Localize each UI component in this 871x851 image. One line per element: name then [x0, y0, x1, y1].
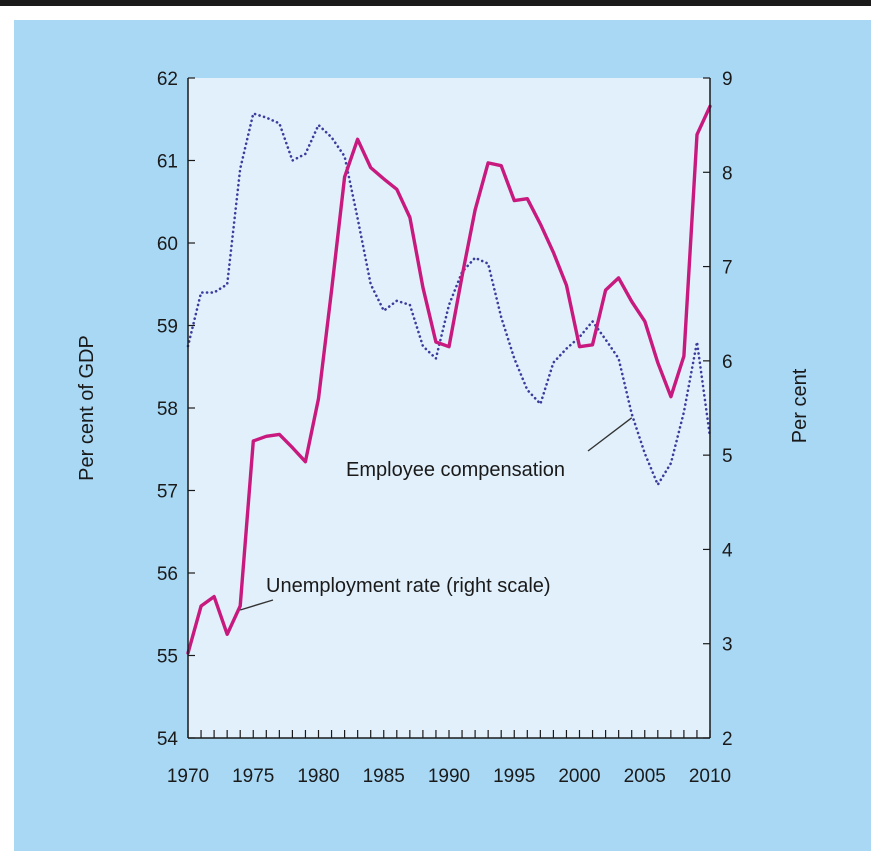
annotation-pointer — [587, 417, 633, 452]
axes — [187, 78, 711, 739]
x-tick-label: 2005 — [624, 766, 666, 787]
y-tick-label: 58 — [157, 399, 178, 420]
y2-tick-label: 9 — [722, 69, 733, 90]
annotation-unemployment-rate: Unemployment rate (right scale) — [266, 575, 551, 597]
x-tick-label: 2010 — [689, 766, 731, 787]
y2-tick-label: 2 — [722, 729, 733, 750]
x-tick-label: 1985 — [363, 766, 405, 787]
top-rule — [0, 0, 871, 6]
y-tick-label: 57 — [157, 482, 178, 503]
x-axis-ticks — [187, 730, 711, 738]
left-axis-labels: 54 55 56 57 58 59 60 61 62 — [157, 69, 195, 750]
annotation-pointer — [239, 599, 274, 611]
y-tick-label: 59 — [157, 317, 178, 338]
y-tick-label: 55 — [157, 647, 178, 668]
x-tick-label: 1975 — [232, 766, 274, 787]
x-tick-label: 1990 — [428, 766, 470, 787]
series-layer — [186, 104, 712, 655]
plot-area — [188, 78, 710, 738]
x-tick-label: 1980 — [297, 766, 339, 787]
y2-tick-label: 8 — [722, 163, 733, 184]
y2-tick-label: 5 — [722, 446, 733, 467]
left-axis-title: Per cent of GDP — [76, 335, 98, 481]
right-axis-labels: 2 3 4 5 6 7 8 9 — [703, 69, 733, 750]
x-tick-label: 1995 — [493, 766, 535, 787]
y2-tick-label: 6 — [722, 352, 733, 373]
y2-tick-label: 4 — [722, 540, 733, 561]
y-tick-label: 61 — [157, 152, 178, 173]
y-tick-label: 60 — [157, 234, 178, 255]
series-line-unemployment — [186, 104, 712, 655]
right-axis-title: Per cent — [789, 368, 811, 443]
y-tick-label: 62 — [157, 69, 178, 90]
x-axis-labels: 1970 1975 1980 1985 1990 1995 2000 2005 2010 — [167, 766, 731, 787]
annotation-layer: Employee compensation Unemployment rate (… — [239, 417, 633, 611]
y2-tick-label: 7 — [722, 258, 733, 279]
y2-tick-label: 3 — [722, 635, 733, 656]
x-tick-label: 2000 — [558, 766, 600, 787]
annotation-employee-compensation: Employee compensation — [346, 459, 565, 481]
y-tick-label: 54 — [157, 729, 179, 750]
y-tick-label: 56 — [157, 564, 178, 585]
x-tick-label: 1970 — [167, 766, 209, 787]
